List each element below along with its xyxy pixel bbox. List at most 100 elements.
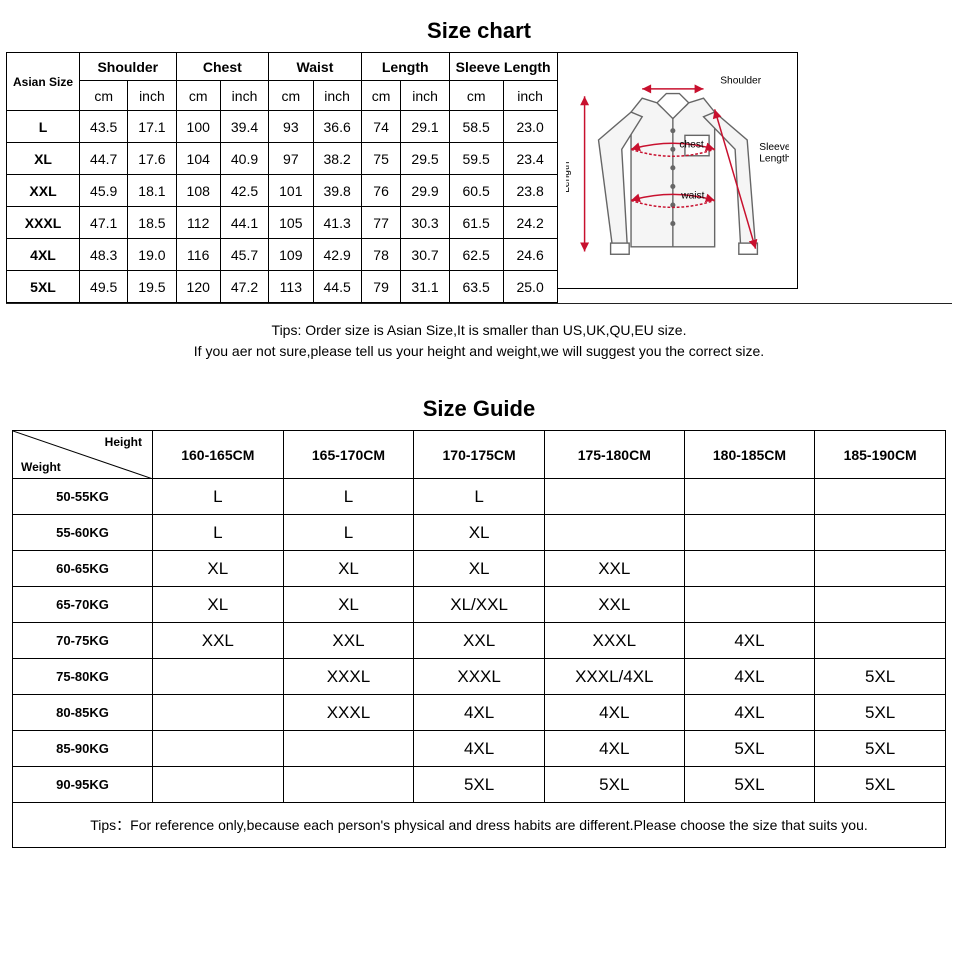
measurement-cell: 93	[269, 111, 313, 143]
measurement-cell: 42.9	[313, 239, 361, 271]
measurement-cell: 38.2	[313, 143, 361, 175]
recommended-size-cell: L	[414, 479, 545, 515]
recommended-size-cell	[153, 731, 284, 767]
recommended-size-cell: XL	[414, 551, 545, 587]
table-row: L43.517.110039.49336.67429.158.523.0	[7, 111, 558, 143]
measurement-cell: 43.5	[80, 111, 128, 143]
measurement-cell: 23.4	[503, 143, 557, 175]
weight-row-header: 55-60KG	[13, 515, 153, 551]
recommended-size-cell	[283, 731, 414, 767]
measurement-cell: 109	[269, 239, 313, 271]
size-label-cell: XXXL	[7, 207, 80, 239]
unit-header: cm	[269, 81, 313, 111]
measurement-cell: 39.8	[313, 175, 361, 207]
unit-header: inch	[401, 81, 449, 111]
unit-header: inch	[220, 81, 268, 111]
unit-header: inch	[313, 81, 361, 111]
measurement-cell: 24.2	[503, 207, 557, 239]
measurement-cell: 108	[176, 175, 220, 207]
unit-header: inch	[128, 81, 176, 111]
unit-header: inch	[503, 81, 557, 111]
recommended-size-cell: 5XL	[815, 659, 946, 695]
measurement-cell: 104	[176, 143, 220, 175]
table-row: XL44.717.610440.99738.27529.559.523.4	[7, 143, 558, 175]
measurement-cell: 40.9	[220, 143, 268, 175]
table-row: 75-80KGXXXLXXXLXXXL/4XL4XL5XL	[13, 659, 946, 695]
measurement-cell: 78	[361, 239, 401, 271]
measurement-cell: 42.5	[220, 175, 268, 207]
recommended-size-cell: 5XL	[815, 767, 946, 803]
weight-row-header: 65-70KG	[13, 587, 153, 623]
measurement-cell: 19.0	[128, 239, 176, 271]
size-label-cell: 5XL	[7, 271, 80, 303]
recommended-size-cell: L	[283, 479, 414, 515]
height-column-header: 160-165CM	[153, 431, 284, 479]
tips-line-1: Tips: Order size is Asian Size,It is sma…	[272, 322, 687, 338]
size-guide-table: HeightWeight160-165CM165-170CM170-175CM1…	[12, 430, 946, 803]
measurement-cell: 29.9	[401, 175, 449, 207]
unit-header: cm	[176, 81, 220, 111]
measurement-cell: 45.7	[220, 239, 268, 271]
height-column-header: 165-170CM	[283, 431, 414, 479]
measurement-cell: 77	[361, 207, 401, 239]
recommended-size-cell: 4XL	[414, 731, 545, 767]
recommended-size-cell: 4XL	[414, 695, 545, 731]
measurement-cell: 29.1	[401, 111, 449, 143]
recommended-size-cell	[283, 767, 414, 803]
measurement-cell: 113	[269, 271, 313, 303]
column-group-header: Shoulder	[80, 53, 177, 81]
recommended-size-cell: XL	[414, 515, 545, 551]
table-row: 80-85KGXXXL4XL4XL4XL5XL	[13, 695, 946, 731]
measurement-cell: 120	[176, 271, 220, 303]
recommended-size-cell: 5XL	[684, 767, 815, 803]
measurement-cell: 48.3	[80, 239, 128, 271]
measurement-cell: 105	[269, 207, 313, 239]
measurement-cell: 49.5	[80, 271, 128, 303]
weight-row-header: 90-95KG	[13, 767, 153, 803]
weight-axis-label: Weight	[21, 460, 61, 474]
measurement-cell: 79	[361, 271, 401, 303]
measurement-cell: 58.5	[449, 111, 503, 143]
measurement-cell: 17.6	[128, 143, 176, 175]
recommended-size-cell: XXXL/4XL	[544, 659, 684, 695]
weight-row-header: 50-55KG	[13, 479, 153, 515]
measurement-cell: 74	[361, 111, 401, 143]
table-row: 70-75KGXXLXXLXXLXXXL4XL	[13, 623, 946, 659]
recommended-size-cell: XL	[153, 587, 284, 623]
shirt-diagram: Length Shoulder chest waist Sleeve Lengt…	[558, 52, 798, 289]
table-row: XXL45.918.110842.510139.87629.960.523.8	[7, 175, 558, 207]
table-row: 5XL49.519.512047.211344.57931.163.525.0	[7, 271, 558, 303]
size-chart-table: Asian SizeShoulderChestWaistLengthSleeve…	[6, 52, 558, 303]
table-row: 4XL48.319.011645.710942.97830.762.524.6	[7, 239, 558, 271]
column-group-header: Chest	[176, 53, 269, 81]
recommended-size-cell: 4XL	[544, 731, 684, 767]
recommended-size-cell	[153, 695, 284, 731]
recommended-size-cell: 4XL	[684, 659, 815, 695]
height-column-header: 185-190CM	[815, 431, 946, 479]
recommended-size-cell: L	[153, 515, 284, 551]
diagram-sleeve-label-1: Sleeve	[759, 142, 789, 153]
size-chart-title: Size chart	[0, 18, 958, 44]
diagram-shoulder-label: Shoulder	[720, 75, 762, 86]
measurement-cell: 100	[176, 111, 220, 143]
measurement-cell: 30.3	[401, 207, 449, 239]
recommended-size-cell: 4XL	[684, 623, 815, 659]
recommended-size-cell: XXXL	[414, 659, 545, 695]
table-row: 85-90KG4XL4XL5XL5XL	[13, 731, 946, 767]
measurement-cell: 19.5	[128, 271, 176, 303]
measurement-cell: 36.6	[313, 111, 361, 143]
recommended-size-cell	[815, 587, 946, 623]
size-guide-tips: Tips：For reference only,because each per…	[12, 803, 946, 848]
unit-header: cm	[449, 81, 503, 111]
weight-row-header: 60-65KG	[13, 551, 153, 587]
diagram-sleeve-label-2: Length	[759, 153, 789, 164]
measurement-cell: 44.7	[80, 143, 128, 175]
measurement-cell: 30.7	[401, 239, 449, 271]
recommended-size-cell: 5XL	[815, 695, 946, 731]
size-label-cell: XL	[7, 143, 80, 175]
measurement-cell: 44.1	[220, 207, 268, 239]
measurement-cell: 18.1	[128, 175, 176, 207]
recommended-size-cell: XL/XXL	[414, 587, 545, 623]
recommended-size-cell: XXL	[544, 587, 684, 623]
height-column-header: 170-175CM	[414, 431, 545, 479]
